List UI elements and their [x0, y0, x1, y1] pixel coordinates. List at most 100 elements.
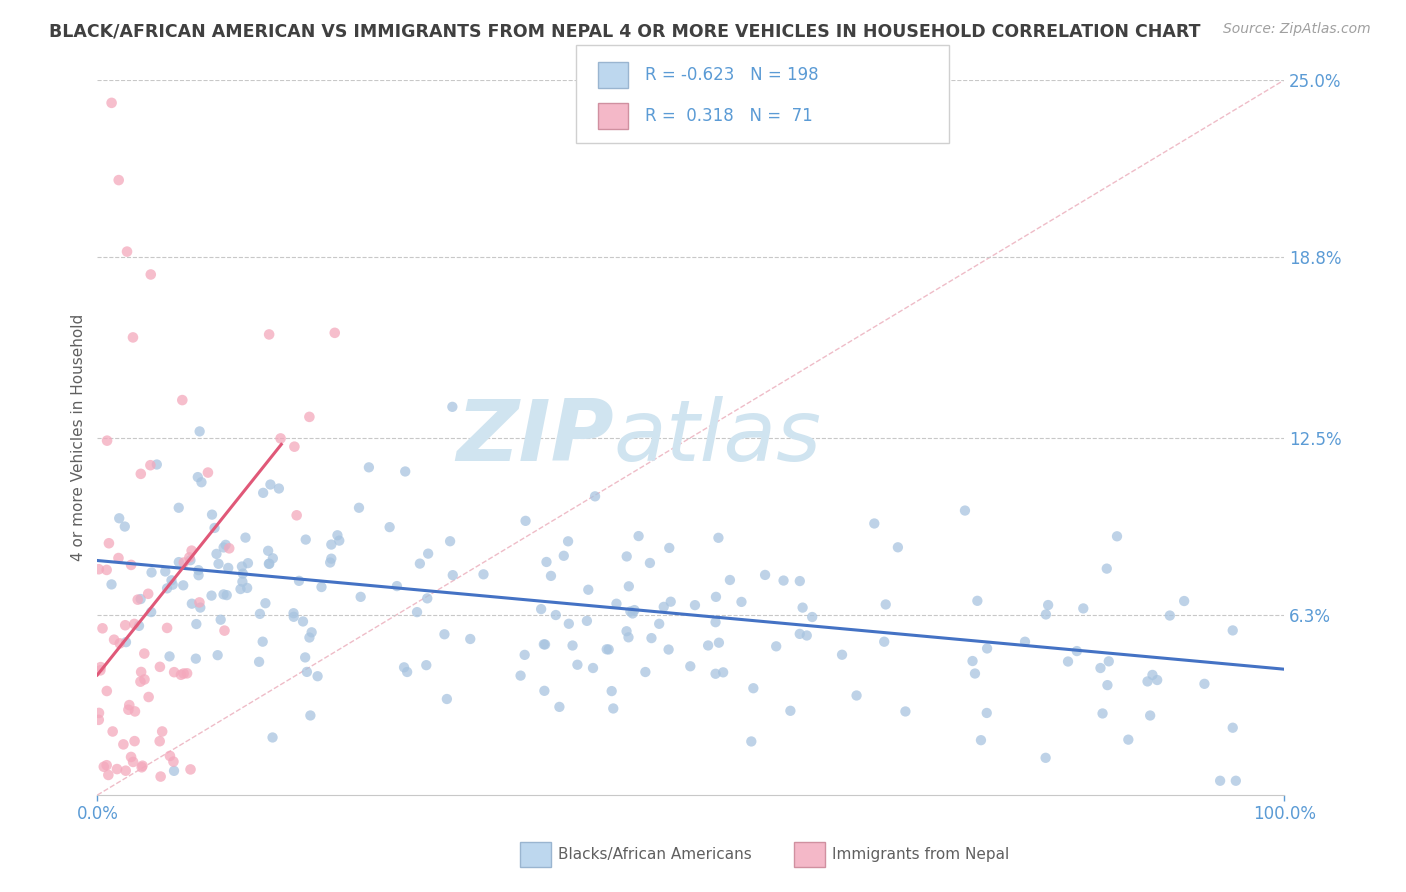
- Point: [292, 615, 315, 629]
- Point: [394, 465, 416, 479]
- Text: BLACK/AFRICAN AMERICAN VS IMMIGRANTS FROM NEPAL 4 OR MORE VEHICLES IN HOUSEHOLD : BLACK/AFRICAN AMERICAN VS IMMIGRANTS FRO…: [49, 22, 1201, 40]
- Point: [283, 606, 305, 620]
- Point: [149, 660, 172, 674]
- Point: [1173, 594, 1195, 608]
- Point: [114, 764, 136, 778]
- Point: [301, 625, 323, 640]
- Point: [285, 508, 308, 523]
- Point: [259, 557, 281, 571]
- Point: [509, 668, 531, 682]
- Point: [212, 587, 235, 601]
- Point: [707, 531, 730, 545]
- Point: [415, 658, 437, 673]
- Point: [159, 748, 181, 763]
- Point: [162, 755, 184, 769]
- Point: [439, 534, 461, 549]
- Point: [214, 624, 236, 638]
- Point: [328, 533, 350, 548]
- Point: [187, 563, 209, 577]
- Point: [187, 568, 209, 582]
- Point: [711, 665, 734, 680]
- Point: [1035, 607, 1057, 622]
- Point: [307, 669, 329, 683]
- Point: [257, 557, 280, 571]
- Point: [299, 708, 322, 723]
- Point: [235, 531, 257, 545]
- Point: [544, 607, 567, 622]
- Point: [252, 486, 274, 500]
- Point: [105, 762, 128, 776]
- Point: [350, 590, 373, 604]
- Point: [129, 592, 152, 607]
- Text: ZIP: ZIP: [456, 396, 613, 479]
- Point: [138, 690, 160, 704]
- Point: [229, 582, 252, 596]
- Point: [540, 569, 562, 583]
- Point: [259, 477, 281, 491]
- Point: [188, 425, 211, 439]
- Point: [254, 596, 277, 610]
- Y-axis label: 4 or more Vehicles in Household: 4 or more Vehicles in Household: [72, 314, 86, 561]
- Point: [117, 703, 139, 717]
- Point: [704, 590, 727, 604]
- Point: [557, 534, 579, 549]
- Point: [283, 440, 305, 454]
- Point: [658, 541, 681, 555]
- Point: [252, 634, 274, 648]
- Point: [149, 770, 172, 784]
- Point: [155, 565, 177, 579]
- Point: [513, 648, 536, 662]
- Point: [1225, 773, 1247, 788]
- Point: [180, 543, 202, 558]
- Point: [146, 458, 169, 472]
- Point: [1095, 561, 1118, 575]
- Point: [623, 603, 645, 617]
- Point: [740, 734, 762, 748]
- Point: [288, 574, 311, 588]
- Point: [257, 543, 280, 558]
- Point: [201, 508, 224, 522]
- Point: [357, 460, 380, 475]
- Point: [534, 637, 557, 651]
- Point: [730, 595, 752, 609]
- Point: [156, 582, 179, 596]
- Point: [170, 667, 193, 681]
- Point: [976, 641, 998, 656]
- Point: [156, 621, 179, 635]
- Point: [1146, 673, 1168, 687]
- Point: [1105, 529, 1128, 543]
- Point: [707, 636, 730, 650]
- Point: [207, 557, 229, 571]
- Point: [217, 561, 239, 575]
- Point: [598, 642, 620, 657]
- Point: [215, 588, 238, 602]
- Point: [167, 555, 190, 569]
- Point: [236, 556, 259, 570]
- Point: [1090, 661, 1112, 675]
- Point: [122, 755, 145, 769]
- Point: [616, 624, 638, 639]
- Point: [1209, 773, 1232, 788]
- Point: [1194, 677, 1216, 691]
- Point: [966, 594, 988, 608]
- Point: [1118, 732, 1140, 747]
- Point: [90, 660, 112, 674]
- Point: [458, 632, 481, 646]
- Point: [558, 616, 581, 631]
- Point: [765, 640, 787, 654]
- Point: [704, 666, 727, 681]
- Point: [180, 597, 202, 611]
- Point: [321, 537, 343, 551]
- Point: [323, 326, 346, 340]
- Point: [103, 632, 125, 647]
- Point: [200, 589, 222, 603]
- Text: R = -0.623   N = 198: R = -0.623 N = 198: [645, 66, 818, 84]
- Point: [231, 559, 253, 574]
- Point: [139, 268, 162, 282]
- Point: [120, 558, 142, 572]
- Point: [658, 642, 681, 657]
- Point: [602, 701, 624, 715]
- Point: [207, 648, 229, 662]
- Point: [621, 607, 644, 621]
- Point: [962, 654, 984, 668]
